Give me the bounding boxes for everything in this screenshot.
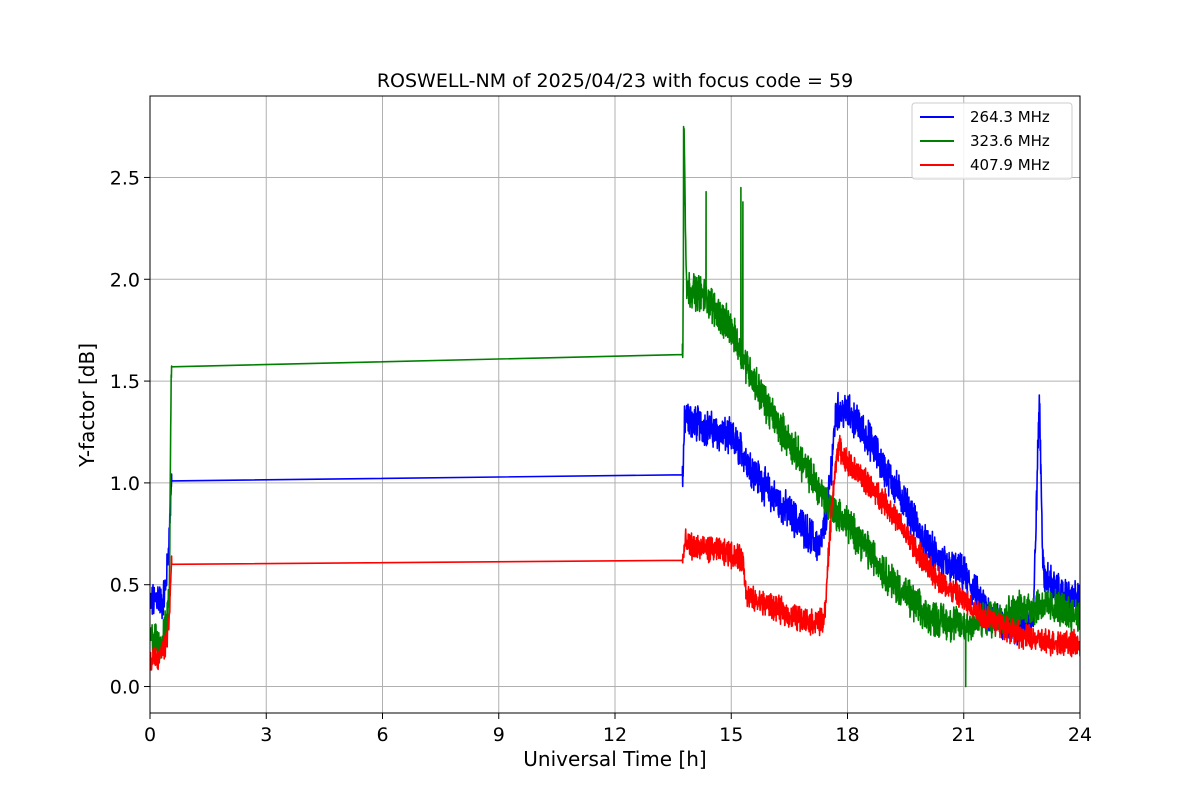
y-tick-label: 2.5 bbox=[110, 167, 140, 189]
y-axis-label: Y-factor [dB] bbox=[75, 343, 99, 468]
x-axis: 0 3 6 9 12 15 18 21 24 bbox=[144, 713, 1092, 746]
y-tick-label: 0.0 bbox=[110, 677, 140, 699]
series-layer bbox=[150, 125, 1080, 688]
legend: 264.3 MHz 323.6 MHz 407.9 MHz bbox=[911, 102, 1073, 180]
legend-label: 407.9 MHz bbox=[970, 156, 1050, 174]
x-tick-label: 0 bbox=[144, 724, 156, 746]
x-tick-label: 12 bbox=[603, 724, 627, 746]
y-axis: 0.0 0.5 1.0 1.5 2.0 2.5 bbox=[110, 167, 150, 699]
x-tick-label: 6 bbox=[376, 724, 388, 746]
y-tick-label: 1.0 bbox=[110, 473, 140, 495]
legend-label: 323.6 MHz bbox=[970, 132, 1050, 150]
x-tick-label: 3 bbox=[260, 724, 272, 746]
x-tick-label: 15 bbox=[719, 724, 743, 746]
legend-box bbox=[911, 102, 1073, 180]
chart-title: ROSWELL-NM of 2025/04/23 with focus code… bbox=[377, 70, 853, 92]
x-tick-label: 24 bbox=[1068, 724, 1092, 746]
x-axis-label: Universal Time [h] bbox=[523, 747, 706, 771]
series-line-3 bbox=[150, 434, 1080, 671]
y-tick-label: 0.5 bbox=[110, 575, 140, 597]
y-tick-label: 2.0 bbox=[110, 269, 140, 291]
series-line-2 bbox=[150, 125, 1080, 688]
x-tick-label: 18 bbox=[835, 724, 859, 746]
y-tick-label: 1.5 bbox=[110, 371, 140, 393]
legend-label: 264.3 MHz bbox=[970, 108, 1050, 126]
x-tick-label: 21 bbox=[952, 724, 976, 746]
x-tick-label: 9 bbox=[493, 724, 505, 746]
